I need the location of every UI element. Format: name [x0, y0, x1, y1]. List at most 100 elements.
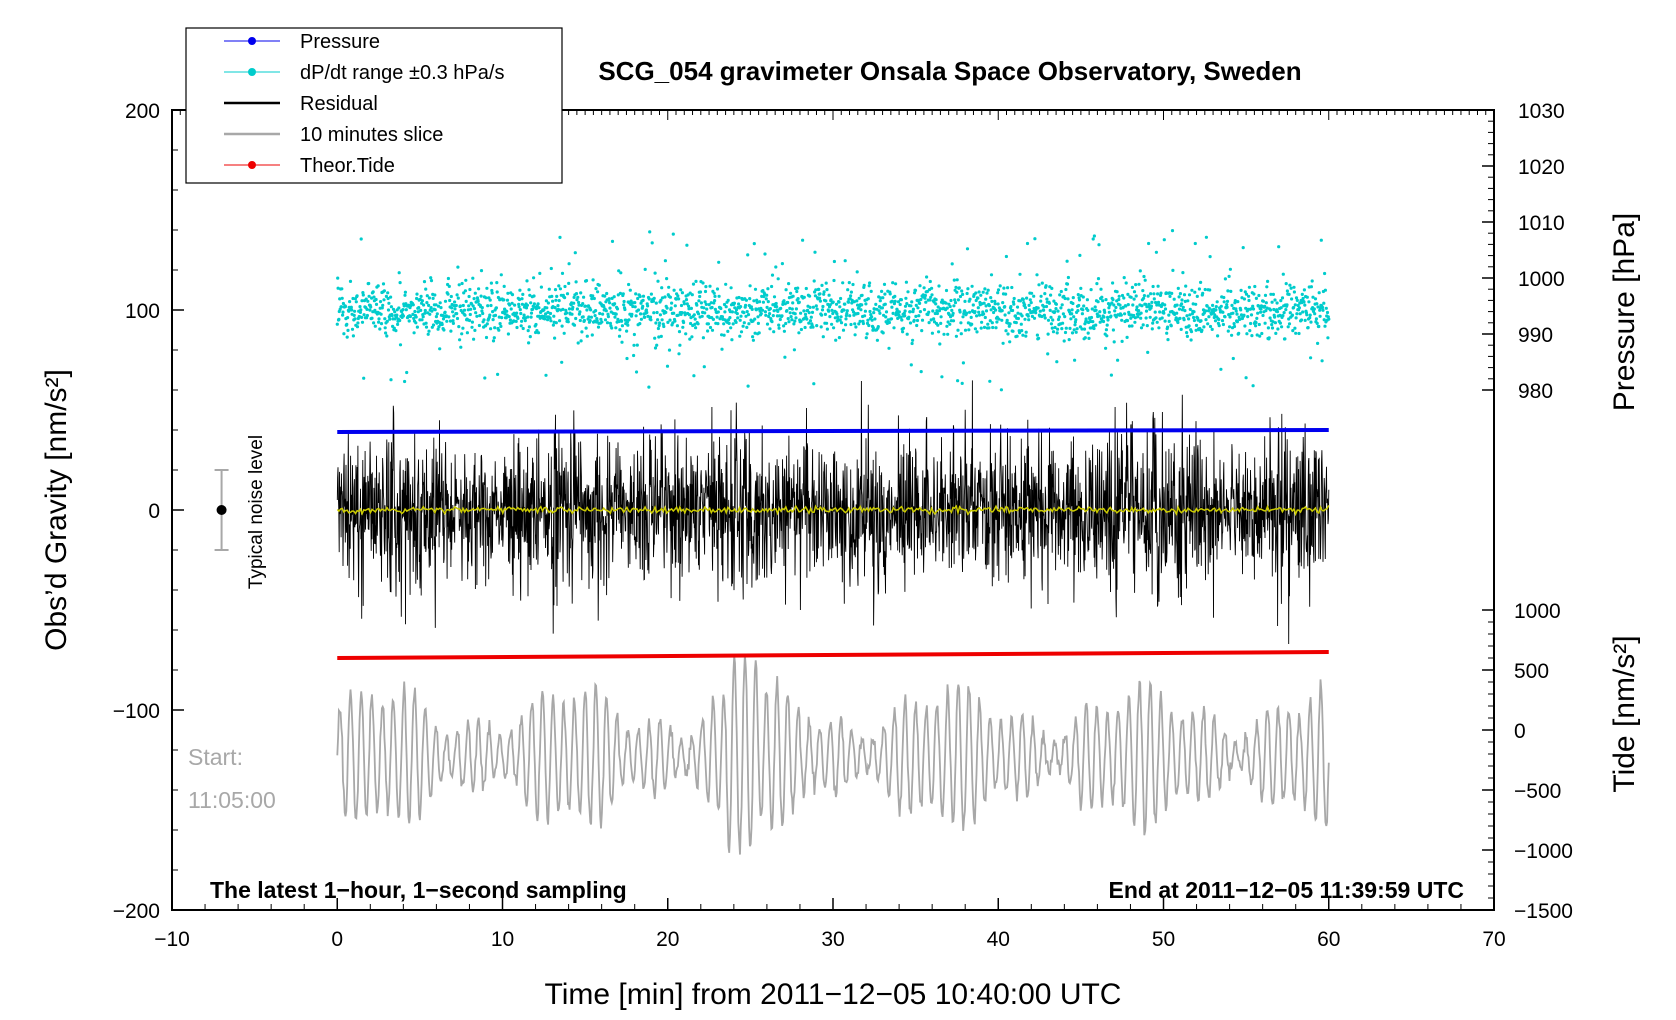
dpdt-point — [1023, 306, 1027, 310]
dpdt-point — [1271, 292, 1275, 296]
dpdt-point — [1313, 297, 1318, 301]
dpdt-point — [526, 329, 530, 333]
dpdt-point — [658, 313, 663, 317]
dpdt-point — [989, 296, 993, 300]
dpdt-point — [570, 312, 574, 316]
dpdt-point — [694, 279, 698, 283]
dpdt-point — [1319, 238, 1323, 242]
dpdt-point — [853, 322, 857, 326]
dpdt-point — [1032, 294, 1036, 298]
dpdt-point — [838, 305, 842, 309]
dpdt-point — [904, 296, 908, 300]
dpdt-point — [739, 314, 743, 318]
dpdt-point — [1141, 289, 1145, 293]
dpdt-point — [1298, 312, 1302, 316]
dpdt-point — [940, 375, 944, 379]
dpdt-point — [367, 294, 371, 298]
dpdt-point — [1150, 327, 1154, 331]
dpdt-point — [820, 313, 824, 317]
dpdt-point — [654, 321, 658, 325]
dpdt-point — [808, 294, 812, 298]
dpdt-point — [1230, 303, 1234, 307]
dpdt-point — [505, 309, 509, 313]
dpdt-point — [422, 303, 426, 307]
dpdt-point — [596, 290, 600, 294]
dpdt-point — [1287, 322, 1292, 326]
dpdt-point — [1218, 308, 1222, 312]
dpdt-point — [377, 320, 381, 324]
dpdt-point — [870, 318, 874, 322]
dpdt-point — [1279, 299, 1283, 303]
dpdt-point — [1077, 303, 1081, 308]
dpdt-point — [1176, 286, 1180, 290]
dpdt-point — [1015, 305, 1020, 309]
dpdt-point — [520, 319, 524, 323]
dpdt-point — [739, 305, 743, 309]
dpdt-point — [927, 321, 931, 325]
dpdt-point — [1030, 291, 1034, 295]
dpdt-point — [1024, 334, 1028, 338]
dpdt-point — [957, 286, 961, 290]
dpdt-point — [726, 298, 730, 302]
dpdt-point — [961, 361, 966, 365]
dpdt-point — [606, 312, 610, 316]
dpdt-point — [684, 332, 688, 336]
dpdt-point — [1146, 294, 1150, 298]
dpdt-point — [550, 294, 554, 298]
dpdt-point — [1071, 296, 1075, 300]
dpdt-point — [720, 333, 724, 337]
dpdt-point — [565, 311, 569, 315]
dpdt-point — [1120, 318, 1124, 322]
x-tick-label: 70 — [1482, 928, 1505, 951]
dpdt-point — [681, 325, 685, 329]
dpdt-point — [1101, 299, 1105, 303]
dpdt-point — [1314, 317, 1318, 321]
dpdt-point — [1183, 299, 1187, 303]
dpdt-point — [345, 335, 349, 339]
dpdt-point — [936, 323, 940, 327]
dpdt-point — [1284, 282, 1288, 286]
dpdt-point — [372, 295, 376, 299]
dpdt-point — [956, 298, 961, 302]
dpdt-point — [1065, 259, 1069, 263]
dpdt-point — [567, 307, 572, 311]
dpdt-point — [1015, 334, 1019, 338]
dpdt-point — [480, 309, 484, 313]
dpdt-point — [806, 308, 810, 312]
dpdt-point — [481, 311, 485, 316]
dpdt-point — [625, 356, 629, 361]
dpdt-point — [1024, 330, 1028, 334]
dpdt-point — [360, 299, 364, 303]
dpdt-point — [431, 296, 435, 300]
dpdt-point — [1042, 305, 1046, 309]
dpdt-point — [864, 336, 868, 340]
dpdt-point — [1206, 322, 1210, 326]
dpdt-point — [1016, 316, 1021, 321]
dpdt-point — [1011, 329, 1015, 333]
dpdt-point — [1059, 289, 1063, 294]
dpdt-point — [450, 306, 454, 310]
dpdt-point — [1105, 323, 1109, 327]
legend-label: dP/dt range ±0.3 hPa/s — [300, 62, 504, 84]
dpdt-point — [625, 329, 629, 333]
dpdt-point — [899, 315, 903, 319]
dpdt-point — [752, 242, 756, 246]
dpdt-point — [715, 287, 720, 291]
dpdt-point — [787, 320, 791, 324]
dpdt-point — [558, 287, 563, 291]
dpdt-point — [1061, 321, 1065, 325]
dpdt-point — [692, 313, 696, 317]
dpdt-point — [456, 296, 460, 300]
dpdt-point — [982, 325, 987, 329]
dpdt-point — [395, 313, 399, 317]
dpdt-point — [1175, 303, 1179, 307]
dpdt-point — [692, 374, 696, 378]
dpdt-point — [738, 318, 742, 322]
dpdt-point — [1199, 319, 1203, 323]
dpdt-point — [846, 288, 850, 292]
dpdt-point — [625, 320, 630, 324]
dpdt-point — [845, 311, 849, 316]
dpdt-point — [1086, 308, 1090, 312]
dpdt-point — [753, 287, 758, 291]
